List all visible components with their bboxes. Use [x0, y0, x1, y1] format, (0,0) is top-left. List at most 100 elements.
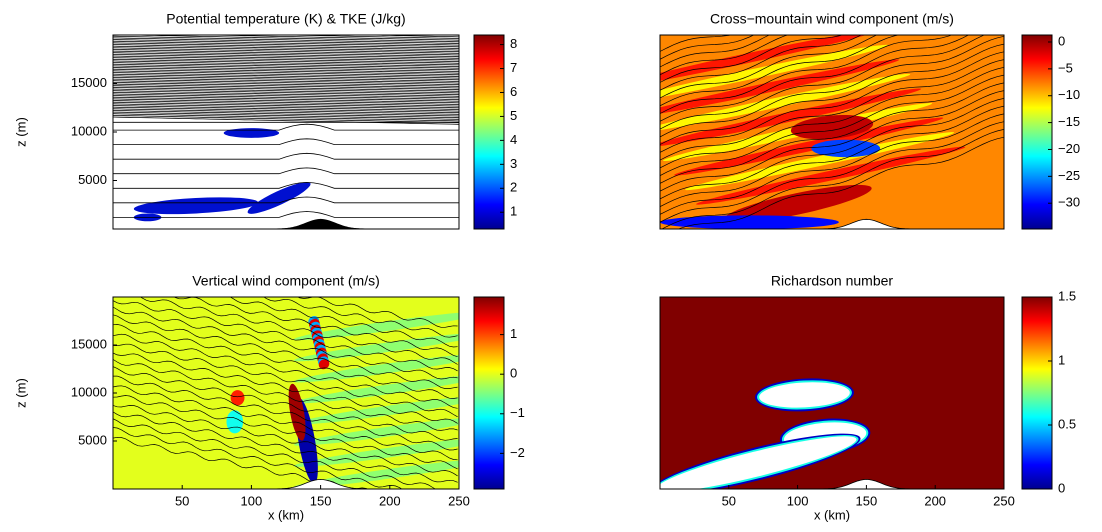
contour-line: [113, 65, 459, 74]
field-blob: [696, 146, 966, 205]
contour-line: [113, 70, 459, 79]
contour-line: [113, 411, 458, 483]
contour-line: [660, 98, 1004, 200]
contour-line: [113, 110, 459, 119]
colorbar-tick-label: 4: [510, 132, 517, 147]
x-tick-label: 200: [379, 493, 401, 508]
field-blob: [318, 359, 330, 370]
colorbar-tick-label: 5: [510, 108, 517, 123]
colorbar: [1021, 34, 1053, 230]
contour-line: [113, 103, 459, 112]
contour-line: [113, 324, 458, 399]
contour-line: [660, 35, 862, 91]
colorbar-tick-label: 1: [510, 204, 517, 219]
x-tick-label: 200: [924, 493, 946, 508]
plot-frame: [659, 296, 1005, 490]
y-axis-label: z (m): [13, 378, 28, 408]
field-blob: [790, 115, 874, 140]
contour-line: [113, 54, 459, 62]
colorbar-tick-label: 6: [510, 84, 517, 99]
contour-line: [113, 306, 458, 380]
contour-line: [113, 111, 459, 120]
panel-title: Richardson number: [771, 273, 894, 289]
y-tick-label: 10000: [71, 384, 107, 399]
contour-line: [113, 58, 459, 67]
contour-line: [113, 359, 458, 431]
contour-line: [113, 57, 459, 66]
field-blob: [674, 117, 944, 176]
contour-line: [113, 60, 459, 69]
y-tick-label: 5000: [78, 432, 107, 447]
contour-line: [113, 95, 459, 104]
y-axis-label: z (m): [13, 117, 28, 147]
contour-line: [263, 297, 458, 338]
panel-title: Cross−mountain wind component (m/s): [710, 11, 954, 27]
contour-line: [113, 78, 459, 87]
contour-line: [272, 35, 459, 39]
contour-line: [660, 35, 900, 107]
contour-line: [113, 93, 459, 102]
field-blob: [293, 374, 459, 404]
contour-line: [113, 167, 459, 175]
colorbar-tick-label: −5: [1058, 60, 1073, 75]
contour-line: [660, 43, 1004, 145]
field-blob: [660, 436, 857, 489]
field-blob: [226, 410, 244, 434]
colorbar: [473, 296, 505, 490]
colorbar-tick-label: 8: [510, 36, 517, 51]
contour-line: [660, 35, 770, 68]
contour-line: [113, 418, 436, 489]
contour-line: [113, 333, 458, 409]
contour-line: [139, 297, 458, 365]
field-blob: [759, 382, 850, 408]
contour-line: [113, 73, 459, 82]
field-blob: [230, 390, 245, 406]
contour-line: [113, 427, 403, 489]
field: [113, 297, 459, 489]
contour-line: [113, 88, 459, 97]
field-blob: [288, 383, 306, 441]
field: [660, 297, 1004, 489]
contour-line: [660, 35, 953, 114]
contour-line: [113, 75, 459, 84]
field-blob: [723, 184, 872, 223]
x-tick-label: 100: [787, 493, 809, 508]
field-blob: [811, 139, 881, 158]
x-axis-label: x (km): [268, 507, 304, 522]
x-tick-label: 50: [175, 493, 189, 508]
colorbar-tick-label: 1: [510, 326, 517, 341]
contour-line: [113, 91, 459, 100]
colorbar-tick-label: 0: [1058, 480, 1065, 495]
contour-line: [113, 52, 459, 61]
contour-line: [113, 375, 458, 451]
contour-line: [113, 115, 459, 123]
contour-line: [113, 80, 459, 89]
y-tick-label: 10000: [71, 123, 107, 138]
plot-frame: [659, 34, 1005, 230]
contour-line: [113, 72, 459, 81]
colorbar-tick-label: 0.5: [1058, 416, 1076, 431]
colorbar-tick-label: 2: [510, 180, 517, 195]
colorbar-tick-label: −20: [1058, 141, 1080, 156]
colorbar-tick-label: −30: [1058, 195, 1080, 210]
contour-line: [660, 105, 1004, 208]
contour-line: [113, 211, 459, 218]
contour-line: [677, 136, 1004, 229]
field-blob: [660, 73, 911, 132]
contour-line: [660, 35, 970, 122]
y-tick-label: 5000: [78, 172, 107, 187]
field-blob: [660, 88, 922, 147]
colorbar-tick-label: −15: [1058, 114, 1080, 129]
x-tick-label: 50: [722, 493, 736, 508]
contour-line: [113, 45, 459, 54]
contour-line: [660, 90, 1004, 192]
field-blob: [660, 35, 878, 89]
colorbar: [1021, 296, 1053, 490]
contour-line: [660, 35, 789, 76]
contour-line: [113, 62, 459, 71]
contour-line: [113, 63, 459, 72]
contour-line: [113, 40, 459, 49]
contour-line: [113, 82, 459, 91]
y-tick-label: 15000: [71, 336, 107, 351]
contour-line: [113, 366, 458, 441]
